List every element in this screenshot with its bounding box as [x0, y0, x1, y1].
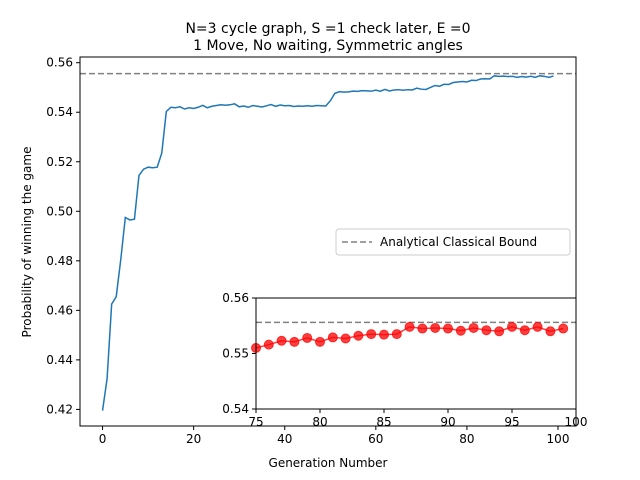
inset-data-point	[391, 329, 402, 340]
y-tick-label: 0.48	[46, 254, 73, 268]
inset-data-point	[558, 323, 569, 334]
inset-plot: 75 80 85 90 95 100 0.54 0.55 0.56	[222, 291, 587, 429]
y-tick-label: 0.56	[46, 56, 73, 70]
inset-data-point	[443, 323, 453, 334]
inset-data-point	[481, 325, 492, 336]
x-tick-label: 20	[186, 432, 201, 446]
main-axes-frame	[79, 56, 577, 427]
inset-points	[251, 321, 569, 353]
inset-y-tick-label: 0.55	[222, 347, 249, 361]
y-tick-label: 0.52	[46, 155, 73, 169]
inset-data-point	[276, 335, 287, 346]
inset-data-point	[340, 333, 351, 344]
inset-data-point	[404, 321, 415, 332]
inset-y-tick-label: 0.56	[222, 291, 249, 305]
x-tick-label: 80	[459, 432, 474, 446]
legend: Analytical Classical Bound	[335, 228, 571, 256]
y-tick-label: 0.44	[46, 353, 73, 367]
inset-data-point	[545, 326, 556, 337]
inset-data-point	[315, 336, 325, 347]
inset-x-tick-label: 100	[565, 415, 588, 429]
inset-x-tick-label: 80	[312, 415, 327, 429]
inset-y-tick-label: 0.54	[222, 402, 249, 416]
x-tick-label: 100	[547, 432, 570, 446]
y-tick-label: 0.42	[46, 402, 73, 416]
inset-background	[256, 298, 576, 409]
inset-data-point	[366, 329, 377, 340]
inset-x-tick-label: 95	[504, 415, 519, 429]
x-tick-label: 0	[99, 432, 107, 446]
inset-data-point	[263, 339, 274, 350]
y-tick-label: 0.46	[46, 303, 73, 317]
inset-data-point	[327, 332, 338, 343]
inset-x-ticks: 75 80 85 90 95 100	[248, 409, 587, 429]
inset-x-tick-label: 75	[248, 415, 263, 429]
inset-data-point	[494, 326, 505, 337]
inset-data-point	[302, 332, 313, 343]
inset-x-tick-label: 85	[376, 415, 391, 429]
y-axis-label: Probability of winning the game	[20, 147, 34, 338]
inset-data-point	[379, 329, 389, 340]
chart-title-line-1: N=3 cycle graph, S =1 check later, E =0	[185, 21, 470, 37]
inset-data-point	[353, 330, 364, 341]
inset-axes-frame	[255, 297, 577, 410]
inset-data-point	[532, 321, 543, 332]
inset-data-point	[519, 325, 530, 336]
series-line	[101, 75, 554, 411]
inset-data-point	[507, 321, 517, 332]
y-tick-label: 0.50	[46, 204, 73, 218]
inset-y-ticks: 0.54 0.55 0.56	[222, 291, 256, 416]
legend-label: Analytical Classical Bound	[380, 235, 537, 249]
y-tick-label: 0.54	[46, 105, 73, 119]
inset-x-tick-label: 90	[440, 415, 455, 429]
inset-data-point	[455, 325, 466, 336]
x-tick-label: 40	[277, 432, 292, 446]
inset-data-point	[417, 323, 428, 334]
main-plot: 0 20 40 60 80 100 0.42 0.44 0.46 0.48 0.50 0.52 0.5…	[46, 56, 577, 446]
main-y-ticks: 0.42 0.44 0.46 0.48 0.50 0.52 0.54 0.56	[46, 56, 80, 416]
legend-box	[335, 228, 571, 256]
inset-data-point	[468, 322, 479, 333]
chart-title-line-2: 1 Move, No waiting, Symmetric angles	[193, 38, 463, 54]
inset-data-point	[289, 336, 300, 347]
x-tick-label: 60	[368, 432, 383, 446]
main-x-ticks: 0 20 40 60 80 100	[99, 426, 570, 446]
inset-data-point	[430, 322, 441, 333]
x-axis-label: Generation Number	[269, 456, 388, 470]
